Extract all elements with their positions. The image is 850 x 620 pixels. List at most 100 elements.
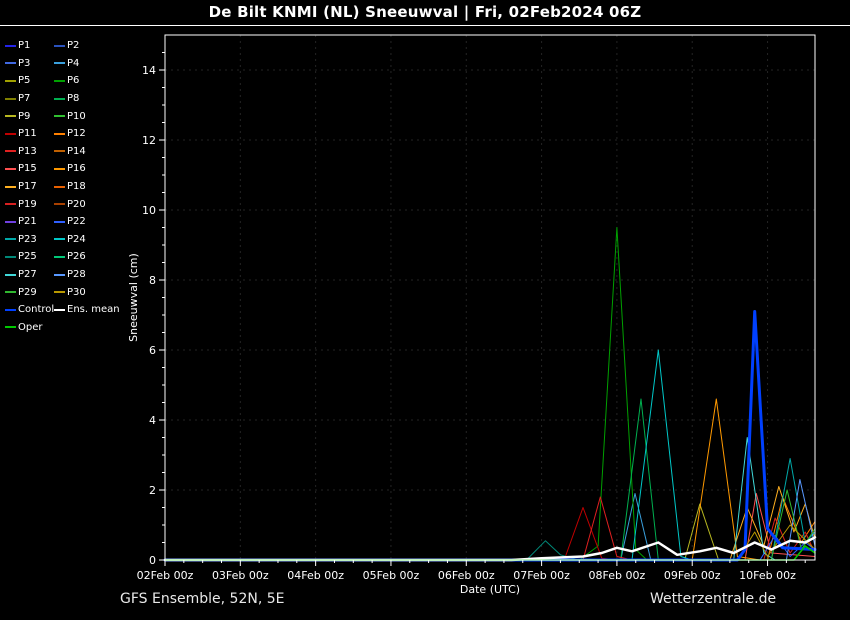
legend-line-swatch (54, 238, 65, 241)
legend-line-swatch (5, 44, 16, 47)
legend-label: P20 (67, 198, 86, 210)
legend-line-swatch (5, 132, 16, 135)
legend-item-oper: Oper (5, 319, 54, 337)
legend-item-p5: P5 (5, 72, 54, 90)
legend-label: P28 (67, 269, 86, 281)
legend-line-swatch (5, 308, 16, 311)
footer-model-label: GFS Ensemble, 52N, 5E (120, 591, 285, 607)
legend-line-swatch (5, 291, 16, 294)
legend-label: P23 (18, 233, 37, 245)
legend-item-p23: P23 (5, 231, 54, 249)
footer-brand: Wetterzentrale.de (650, 591, 777, 607)
legend-line-swatch (5, 238, 16, 241)
legend-line-swatch (54, 115, 65, 118)
series-p29 (164, 489, 816, 561)
legend-label: P19 (18, 198, 37, 210)
legend-label: P11 (18, 128, 37, 140)
legend-item-p2: P2 (54, 37, 117, 55)
legend-item-p18: P18 (54, 178, 117, 196)
legend-line-swatch (5, 115, 16, 118)
x-tick-label: 09Feb 00z (664, 569, 721, 582)
y-tick-label: 4 (149, 414, 156, 427)
legend-label: P27 (18, 269, 37, 281)
legend-line-swatch (54, 291, 65, 294)
legend-label: P2 (67, 40, 80, 52)
y-tick-label: 12 (142, 134, 156, 147)
legend-item-p21: P21 (5, 213, 54, 231)
legend-line-swatch (54, 79, 65, 82)
legend-item-p6: P6 (54, 72, 117, 90)
legend-label: P12 (67, 128, 86, 140)
series-p4 (164, 493, 816, 561)
legend-label: P9 (18, 110, 31, 122)
legend-label: P3 (18, 57, 31, 69)
legend-line-swatch (5, 185, 16, 188)
legend-line-swatch (54, 255, 65, 258)
legend-label: P26 (67, 251, 86, 263)
legend-item-p15: P15 (5, 160, 54, 178)
legend-line-swatch (5, 255, 16, 258)
y-axis-label: Sneeuwval (cm) (127, 253, 140, 342)
legend: P1 P2 P3 P4 P5 P6 P7 P8 P9 P10 P11 P12 P13 P14 P15 P16 P… (5, 37, 120, 337)
legend-item-p30: P30 (54, 283, 117, 301)
legend-label: Control (18, 304, 55, 316)
legend-item-p1: P1 (5, 37, 54, 55)
legend-line-swatch (54, 308, 65, 311)
series-p8 (164, 398, 816, 561)
legend-label: P29 (18, 286, 37, 298)
series-p6 (164, 227, 816, 561)
legend-item-p7: P7 (5, 90, 54, 108)
y-tick-label: 2 (149, 484, 156, 497)
x-tick-label: 06Feb 00z (438, 569, 495, 582)
legend-label: P25 (18, 251, 37, 263)
legend-item-p26: P26 (54, 248, 117, 266)
legend-item-p3: P3 (5, 55, 54, 73)
legend-line-swatch (54, 62, 65, 65)
legend-line-swatch (5, 79, 16, 82)
x-tick-label: 02Feb 00z (137, 569, 194, 582)
legend-line-swatch (54, 44, 65, 47)
series-p27 (164, 437, 816, 561)
legend-item-p19: P19 (5, 195, 54, 213)
legend-item-p8: P8 (54, 90, 117, 108)
legend-label: P6 (67, 75, 80, 87)
legend-line-swatch (54, 185, 65, 188)
y-tick-label: 0 (149, 554, 156, 567)
legend-line-swatch (54, 97, 65, 100)
y-tick-label: 14 (142, 64, 156, 77)
legend-item-p10: P10 (54, 107, 117, 125)
legend-label: P5 (18, 75, 31, 87)
legend-line-swatch (5, 150, 16, 153)
legend-line-swatch (5, 97, 16, 100)
series-p23 (164, 458, 816, 561)
legend-item-p24: P24 (54, 231, 117, 249)
legend-line-swatch (5, 62, 16, 65)
legend-label: P22 (67, 216, 86, 228)
series-control (163, 310, 817, 562)
legend-line-swatch (54, 150, 65, 153)
legend-item-p12: P12 (54, 125, 117, 143)
legend-label: P8 (67, 93, 80, 105)
series-p24 (164, 349, 816, 561)
legend-item-p9: P9 (5, 107, 54, 125)
x-tick-label: 07Feb 00z (513, 569, 570, 582)
legend-line-swatch (5, 273, 16, 276)
legend-item-p22: P22 (54, 213, 117, 231)
legend-line-swatch (54, 220, 65, 223)
legend-item-ens-mean: Ens. mean (54, 301, 120, 319)
x-tick-label: 03Feb 00z (212, 569, 269, 582)
legend-item-p17: P17 (5, 178, 54, 196)
legend-line-swatch (54, 132, 65, 135)
legend-label: P18 (67, 181, 86, 193)
series-p12 (164, 496, 816, 561)
x-tick-label: 05Feb 00z (363, 569, 420, 582)
x-tick-label: 08Feb 00z (589, 569, 646, 582)
legend-item-p13: P13 (5, 143, 54, 161)
legend-line-swatch (54, 273, 65, 276)
legend-item-p29: P29 (5, 283, 54, 301)
legend-line-swatch (54, 203, 65, 206)
legend-label: P30 (67, 286, 86, 298)
legend-label: P1 (18, 40, 31, 52)
